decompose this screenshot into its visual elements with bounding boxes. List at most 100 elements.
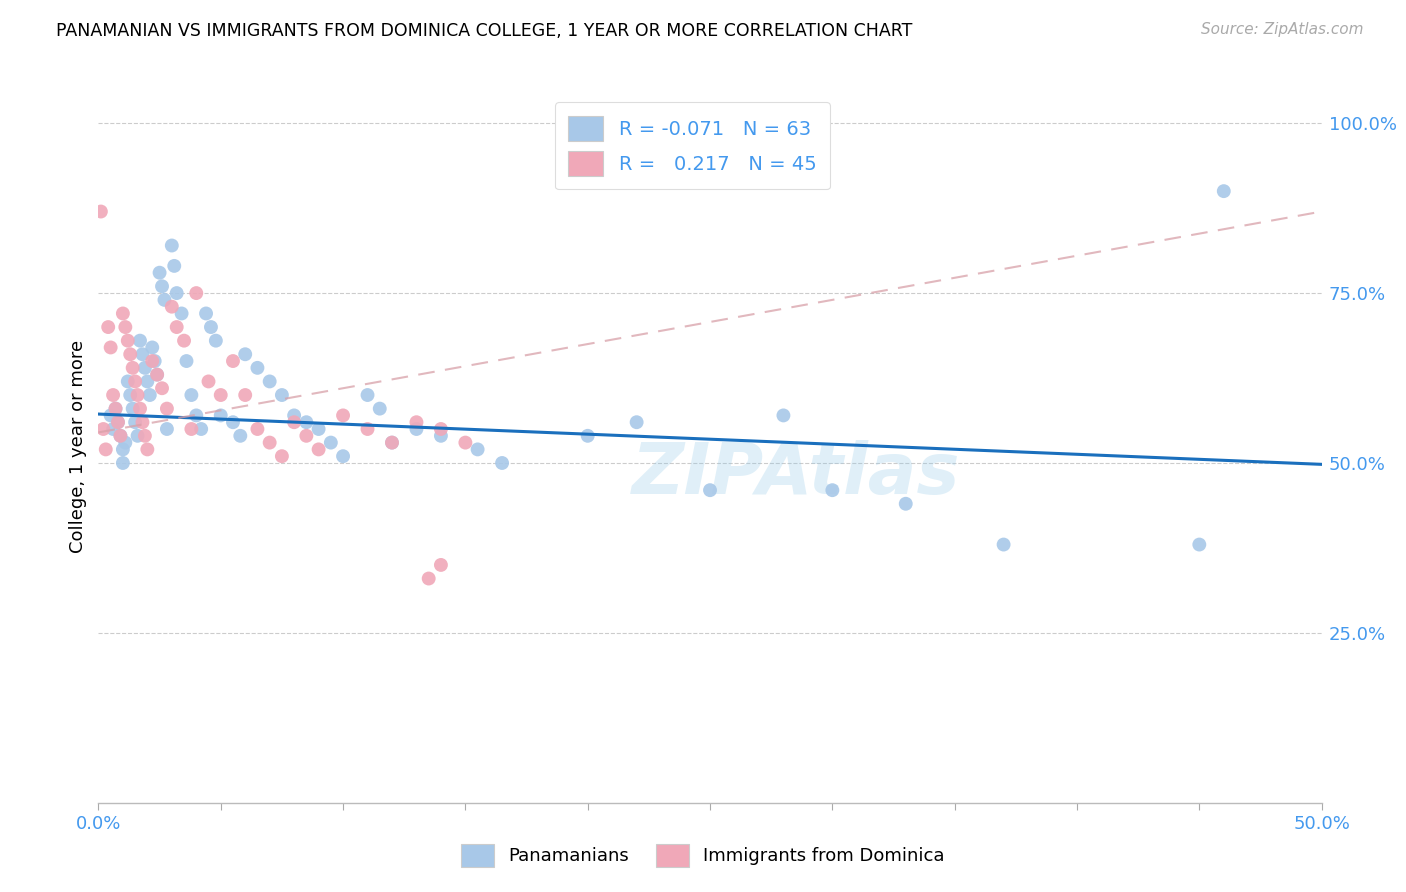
- Point: [136, 375, 159, 389]
- Point: [121, 360, 143, 375]
- Point: [195, 306, 218, 320]
- Legend: Panamanians, Immigrants from Dominica: Panamanians, Immigrants from Dominica: [454, 837, 952, 874]
- Point: [163, 259, 186, 273]
- Point: [166, 320, 188, 334]
- Point: [180, 422, 202, 436]
- Point: [576, 429, 599, 443]
- Point: [117, 375, 139, 389]
- Point: [332, 409, 354, 423]
- Point: [454, 435, 477, 450]
- Point: [209, 388, 232, 402]
- Point: [160, 238, 183, 252]
- Point: [127, 388, 149, 402]
- Point: [283, 409, 305, 423]
- Point: [166, 286, 188, 301]
- Point: [222, 415, 245, 429]
- Point: [150, 381, 173, 395]
- Point: [308, 422, 330, 436]
- Point: [295, 415, 318, 429]
- Point: [170, 306, 193, 320]
- Y-axis label: College, 1 year or more: College, 1 year or more: [69, 340, 87, 552]
- Point: [143, 354, 166, 368]
- Point: [430, 558, 453, 572]
- Point: [197, 375, 219, 389]
- Point: [259, 435, 281, 450]
- Point: [180, 388, 202, 402]
- Point: [283, 415, 305, 429]
- Point: [141, 341, 163, 355]
- Point: [91, 422, 114, 436]
- Point: [176, 354, 198, 368]
- Point: [153, 293, 176, 307]
- Point: [101, 422, 124, 436]
- Point: [134, 429, 156, 443]
- Point: [381, 435, 404, 450]
- Point: [222, 354, 245, 368]
- Point: [100, 341, 122, 355]
- Point: [626, 415, 648, 429]
- Point: [699, 483, 721, 498]
- Point: [405, 422, 427, 436]
- Point: [332, 449, 354, 463]
- Point: [129, 334, 152, 348]
- Point: [101, 388, 124, 402]
- Point: [205, 334, 228, 348]
- Point: [139, 388, 162, 402]
- Point: [134, 360, 156, 375]
- Point: [173, 334, 195, 348]
- Point: [418, 572, 440, 586]
- Point: [319, 435, 342, 450]
- Point: [368, 401, 391, 416]
- Point: [1212, 184, 1234, 198]
- Point: [467, 442, 489, 457]
- Point: [821, 483, 844, 498]
- Point: [146, 368, 169, 382]
- Point: [124, 375, 146, 389]
- Point: [110, 429, 132, 443]
- Legend: R = -0.071   N = 63, R =   0.217   N = 45: R = -0.071 N = 63, R = 0.217 N = 45: [554, 103, 830, 189]
- Point: [381, 435, 404, 450]
- Point: [104, 401, 127, 416]
- Point: [107, 415, 129, 429]
- Point: [772, 409, 794, 423]
- Point: [295, 429, 318, 443]
- Point: [121, 401, 143, 416]
- Point: [114, 435, 136, 450]
- Point: [186, 409, 208, 423]
- Point: [131, 347, 153, 361]
- Point: [356, 422, 378, 436]
- Point: [111, 442, 134, 457]
- Point: [356, 388, 378, 402]
- Point: [149, 266, 172, 280]
- Point: [1188, 537, 1211, 551]
- Point: [150, 279, 173, 293]
- Point: [111, 306, 134, 320]
- Point: [104, 401, 127, 416]
- Point: [430, 422, 453, 436]
- Point: [246, 360, 269, 375]
- Point: [259, 375, 281, 389]
- Text: ZIPAtlas: ZIPAtlas: [631, 440, 960, 509]
- Point: [94, 442, 117, 457]
- Point: [117, 334, 139, 348]
- Point: [156, 401, 179, 416]
- Point: [97, 320, 120, 334]
- Point: [100, 409, 122, 423]
- Point: [120, 347, 142, 361]
- Point: [993, 537, 1015, 551]
- Point: [229, 429, 252, 443]
- Point: [160, 300, 183, 314]
- Point: [233, 347, 256, 361]
- Point: [124, 415, 146, 429]
- Point: [141, 354, 163, 368]
- Point: [270, 449, 294, 463]
- Point: [156, 422, 179, 436]
- Point: [114, 320, 136, 334]
- Text: Source: ZipAtlas.com: Source: ZipAtlas.com: [1201, 22, 1364, 37]
- Point: [186, 286, 208, 301]
- Point: [107, 415, 129, 429]
- Point: [894, 497, 917, 511]
- Point: [90, 204, 112, 219]
- Text: PANAMANIAN VS IMMIGRANTS FROM DOMINICA COLLEGE, 1 YEAR OR MORE CORRELATION CHART: PANAMANIAN VS IMMIGRANTS FROM DOMINICA C…: [56, 22, 912, 40]
- Point: [308, 442, 330, 457]
